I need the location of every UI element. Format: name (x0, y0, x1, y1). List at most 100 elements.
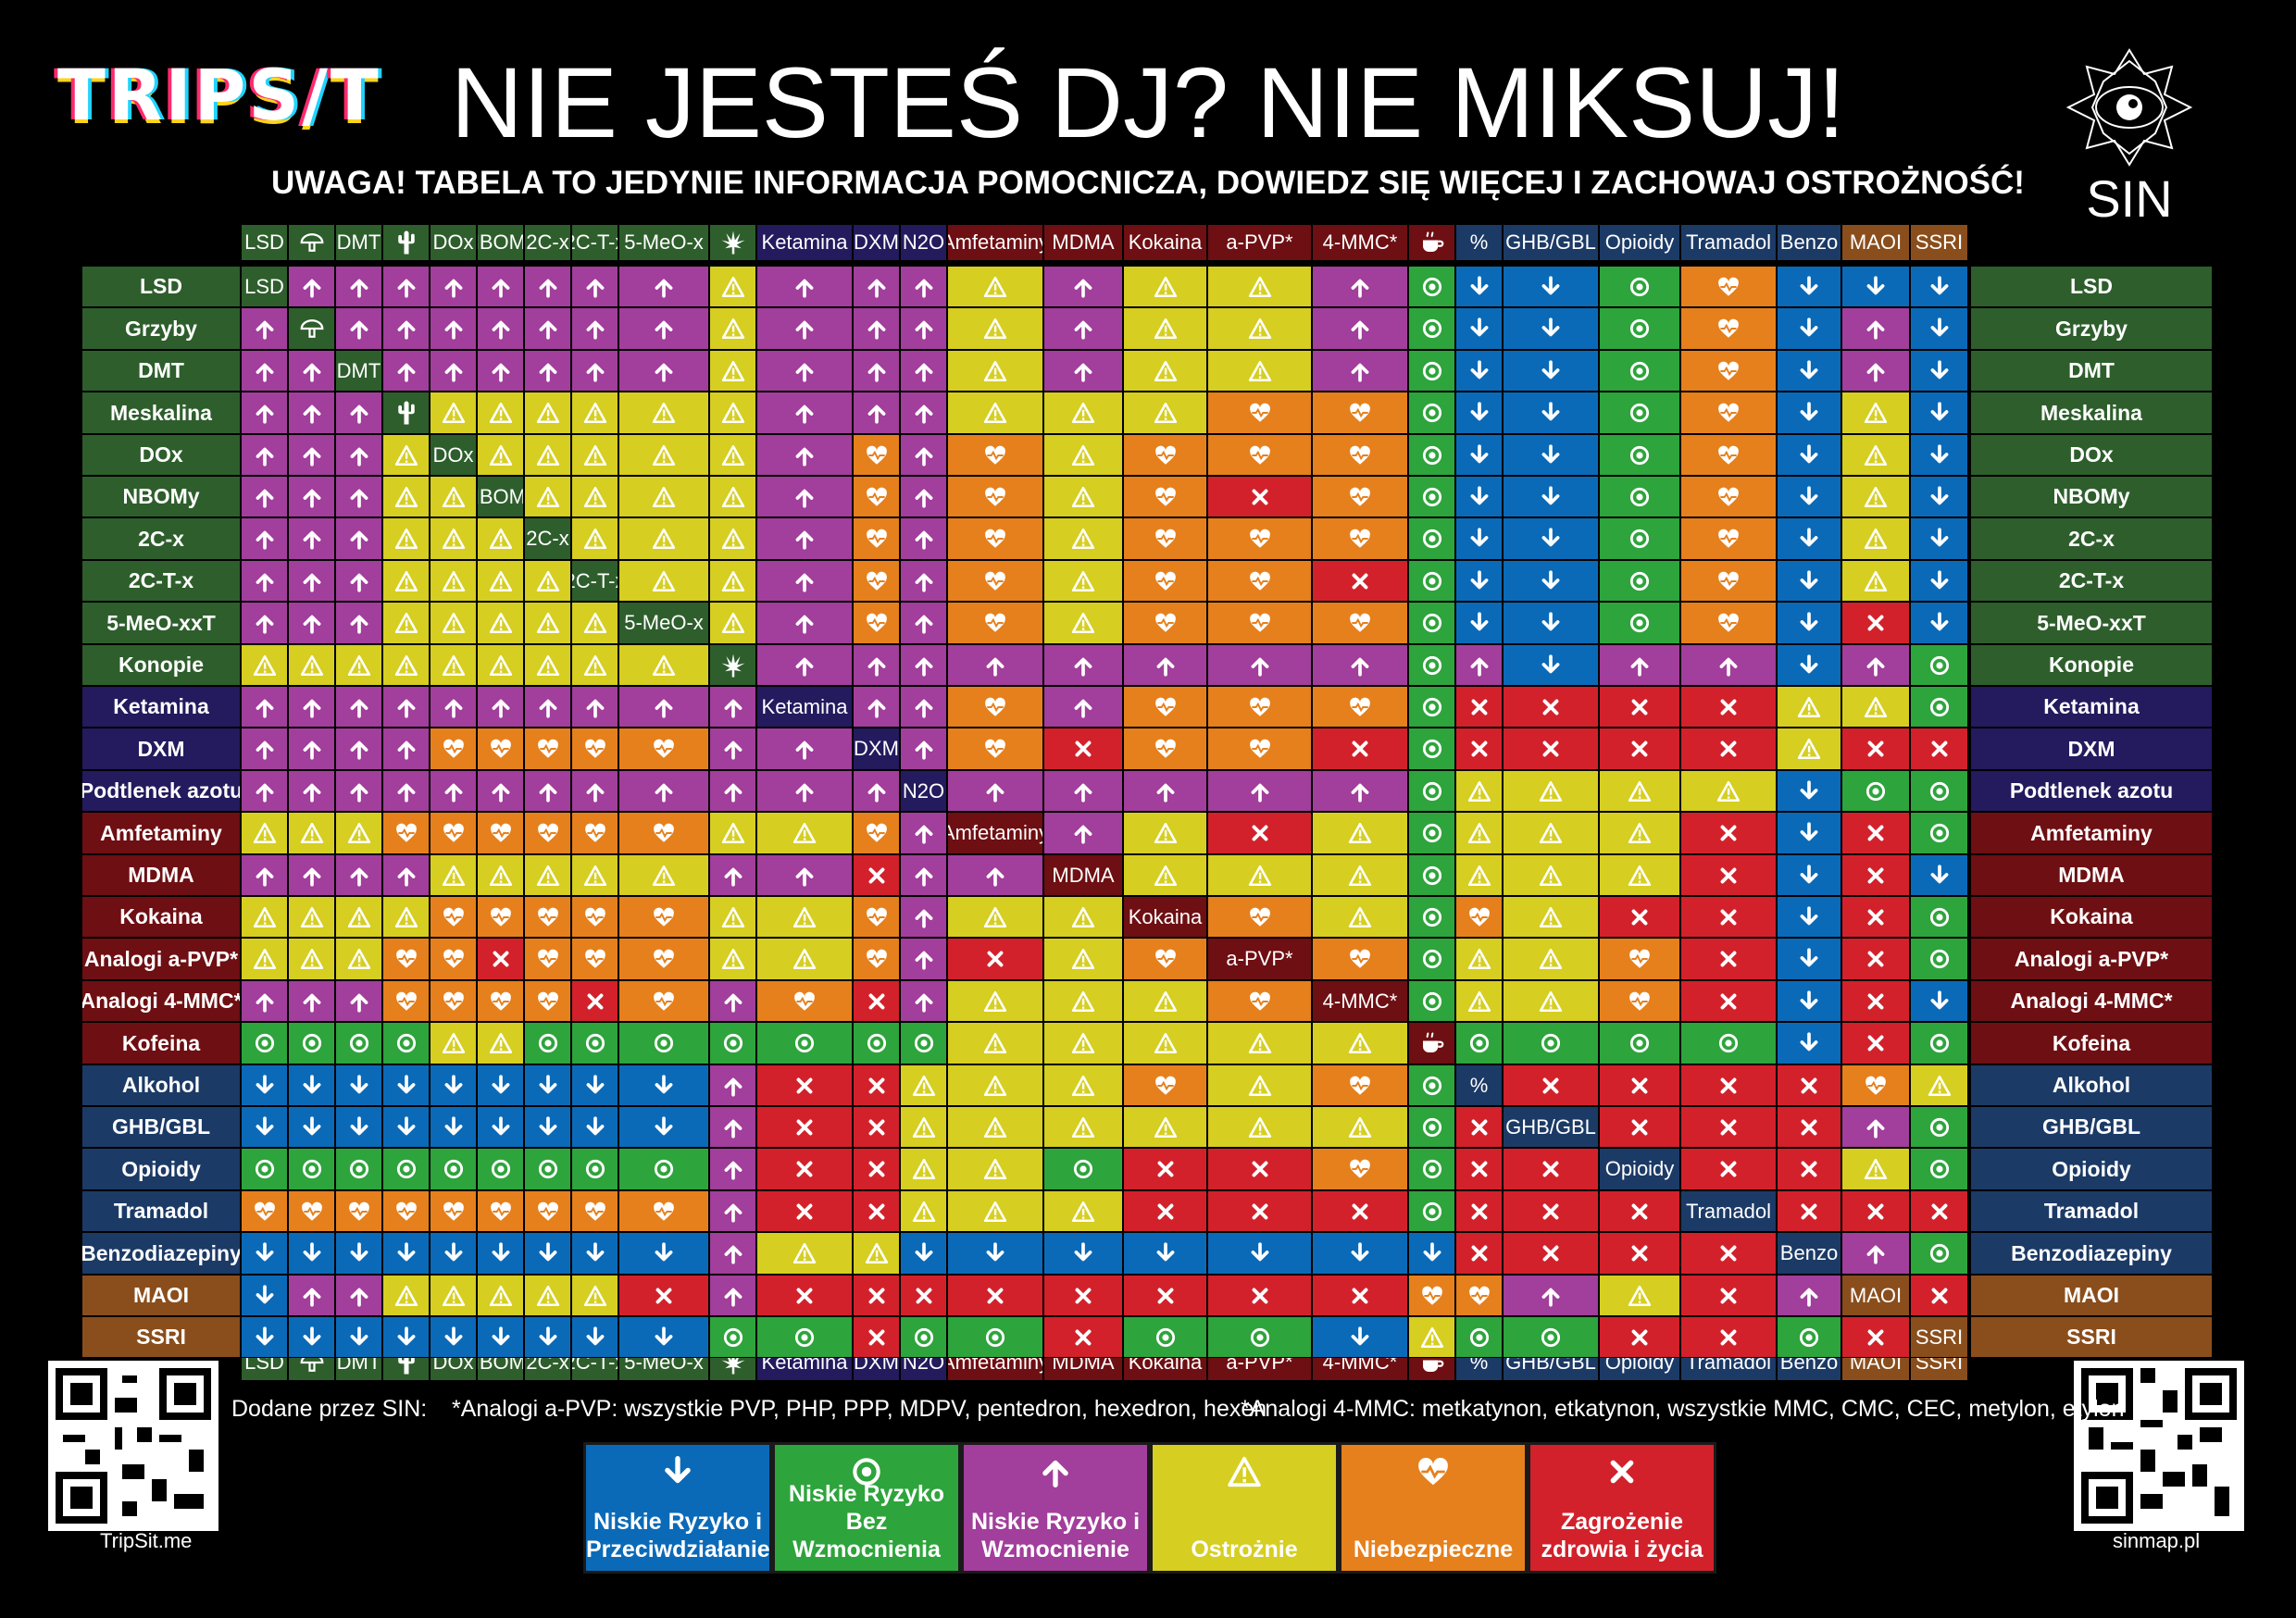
interaction-cell[interactable] (1680, 1232, 1777, 1275)
interaction-cell[interactable] (900, 392, 947, 434)
interaction-cell[interactable] (1043, 1148, 1123, 1190)
interaction-cell[interactable] (1207, 1232, 1312, 1275)
interaction-cell[interactable] (335, 1190, 382, 1232)
interaction-cell[interactable] (1455, 938, 1503, 980)
interaction-cell[interactable] (477, 1022, 524, 1064)
interaction-cell[interactable] (1408, 1148, 1455, 1190)
interaction-cell[interactable] (1777, 1022, 1841, 1064)
interaction-cell[interactable] (382, 602, 430, 644)
interaction-cell[interactable] (1312, 602, 1408, 644)
interaction-cell[interactable] (241, 602, 288, 644)
interaction-cell[interactable] (1455, 896, 1503, 938)
interaction-cell[interactable] (524, 1064, 571, 1106)
interaction-cell[interactable] (1455, 1275, 1503, 1316)
interaction-cell[interactable] (947, 1064, 1043, 1106)
interaction-cell[interactable] (382, 1316, 430, 1358)
interaction-cell[interactable] (1503, 686, 1599, 728)
interaction-cell[interactable] (618, 560, 709, 602)
interaction-cell[interactable] (430, 854, 477, 896)
interaction-cell[interactable] (1043, 938, 1123, 980)
interaction-cell[interactable] (288, 980, 335, 1022)
interaction-cell[interactable] (1503, 602, 1599, 644)
interaction-cell[interactable] (1123, 602, 1207, 644)
interaction-cell[interactable] (1841, 350, 1910, 392)
interaction-cell[interactable] (1503, 1232, 1599, 1275)
interaction-cell[interactable] (1503, 812, 1599, 854)
interaction-cell[interactable] (756, 1190, 853, 1232)
interaction-cell[interactable] (241, 1316, 288, 1358)
interaction-cell[interactable] (947, 350, 1043, 392)
interaction-cell[interactable] (900, 434, 947, 476)
interaction-cell[interactable] (618, 644, 709, 686)
interaction-cell[interactable] (709, 1106, 756, 1148)
interaction-cell[interactable] (241, 728, 288, 770)
interaction-cell[interactable] (853, 644, 900, 686)
interaction-cell[interactable] (241, 1190, 288, 1232)
interaction-cell[interactable] (1777, 1106, 1841, 1148)
interaction-cell[interactable] (1207, 560, 1312, 602)
interaction-cell[interactable] (1841, 938, 1910, 980)
interaction-cell[interactable] (1680, 980, 1777, 1022)
interaction-cell[interactable] (430, 770, 477, 812)
interaction-cell[interactable] (1841, 266, 1910, 307)
interaction-cell[interactable] (1043, 686, 1123, 728)
interaction-cell[interactable] (618, 307, 709, 350)
interaction-cell[interactable] (1312, 392, 1408, 434)
interaction-cell[interactable] (1841, 980, 1910, 1022)
interaction-cell[interactable] (1043, 560, 1123, 602)
interaction-cell[interactable] (1680, 728, 1777, 770)
interaction-cell[interactable] (1123, 728, 1207, 770)
interaction-cell[interactable] (618, 350, 709, 392)
interaction-cell[interactable] (1207, 812, 1312, 854)
interaction-cell[interactable] (709, 980, 756, 1022)
interaction-cell[interactable] (1910, 307, 1968, 350)
interaction-cell[interactable] (709, 1148, 756, 1190)
interaction-cell[interactable] (1455, 350, 1503, 392)
interaction-cell[interactable] (1043, 1022, 1123, 1064)
interaction-cell[interactable] (900, 686, 947, 728)
interaction-cell[interactable] (1408, 307, 1455, 350)
interaction-cell[interactable] (756, 307, 853, 350)
interaction-cell[interactable] (1207, 770, 1312, 812)
interaction-cell[interactable] (1680, 392, 1777, 434)
interaction-cell[interactable] (477, 770, 524, 812)
interaction-cell[interactable] (288, 812, 335, 854)
interaction-cell[interactable] (1680, 896, 1777, 938)
interaction-cell[interactable] (900, 1022, 947, 1064)
interaction-cell[interactable] (1777, 560, 1841, 602)
interaction-cell[interactable] (709, 560, 756, 602)
interaction-cell[interactable] (618, 854, 709, 896)
interaction-cell[interactable] (430, 980, 477, 1022)
interaction-cell[interactable] (900, 1190, 947, 1232)
interaction-cell[interactable] (1680, 1148, 1777, 1190)
interaction-cell[interactable] (1503, 1064, 1599, 1106)
interaction-cell[interactable] (1680, 854, 1777, 896)
interaction-cell[interactable] (1680, 1106, 1777, 1148)
interaction-cell[interactable] (853, 1106, 900, 1148)
interaction-cell[interactable] (430, 392, 477, 434)
interaction-cell[interactable] (1123, 560, 1207, 602)
interaction-cell[interactable] (571, 686, 618, 728)
interaction-cell[interactable] (1312, 728, 1408, 770)
interaction-cell[interactable] (1910, 266, 1968, 307)
interaction-cell[interactable] (756, 980, 853, 1022)
interaction-cell[interactable] (1408, 770, 1455, 812)
interaction-cell[interactable] (900, 1316, 947, 1358)
interaction-cell[interactable] (241, 1064, 288, 1106)
interaction-cell[interactable] (1777, 392, 1841, 434)
interaction-cell[interactable] (288, 896, 335, 938)
interaction-cell[interactable] (709, 728, 756, 770)
interaction-cell[interactable] (1841, 1232, 1910, 1275)
interaction-cell[interactable] (1503, 560, 1599, 602)
interaction-cell[interactable] (382, 517, 430, 560)
interaction-cell[interactable] (524, 644, 571, 686)
interaction-cell[interactable] (947, 1190, 1043, 1232)
interaction-cell[interactable] (1599, 476, 1680, 517)
interaction-cell[interactable] (1680, 686, 1777, 728)
interaction-cell[interactable] (1043, 1316, 1123, 1358)
interaction-cell[interactable] (524, 1275, 571, 1316)
interaction-cell[interactable] (571, 602, 618, 644)
interaction-cell[interactable] (947, 307, 1043, 350)
interaction-cell[interactable] (1455, 1232, 1503, 1275)
interaction-cell[interactable] (756, 938, 853, 980)
